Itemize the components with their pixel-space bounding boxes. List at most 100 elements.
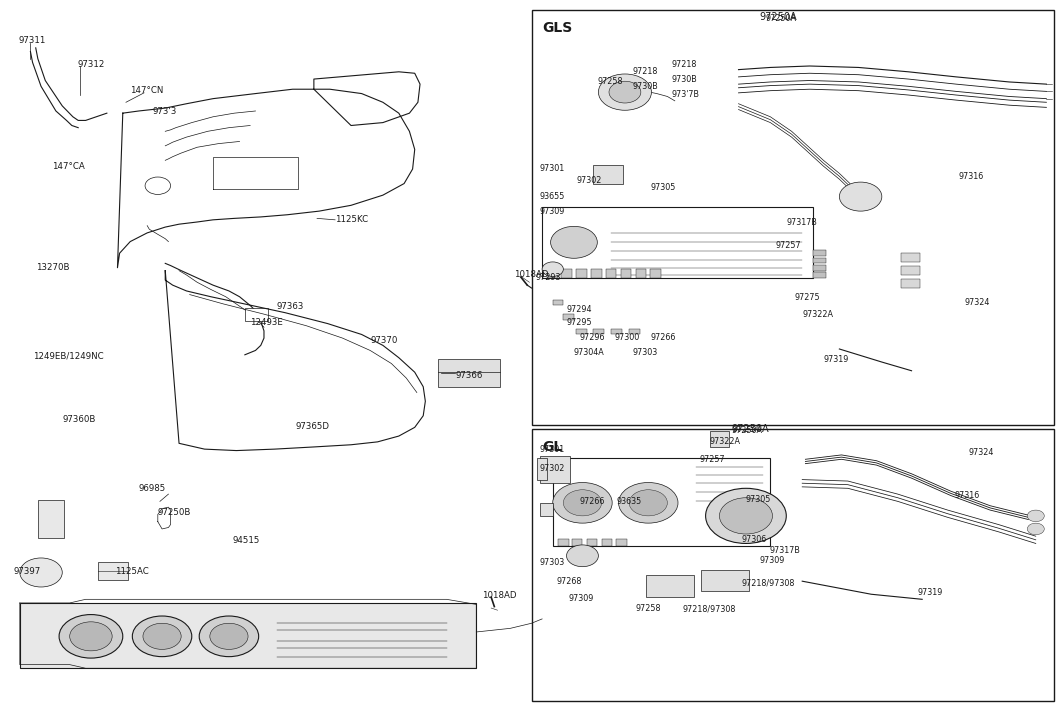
Circle shape [840, 182, 882, 211]
Bar [532, 10, 1053, 425]
Bar [593, 329, 604, 334]
Text: 97360B: 97360B [63, 415, 96, 424]
Bar [572, 539, 583, 547]
Text: 97309: 97309 [569, 594, 594, 603]
Text: 97300: 97300 [614, 333, 640, 342]
Text: 97302: 97302 [576, 176, 602, 185]
Text: 97303: 97303 [632, 348, 658, 357]
Text: 97363: 97363 [276, 302, 304, 311]
Text: 97309: 97309 [760, 556, 786, 566]
Text: 97319: 97319 [918, 587, 943, 597]
Text: 97324: 97324 [968, 448, 994, 457]
Bar [606, 269, 617, 278]
Bar [651, 269, 661, 278]
Bar [587, 539, 597, 547]
Text: 97275: 97275 [795, 293, 821, 302]
Bar [99, 561, 128, 579]
Circle shape [706, 489, 787, 544]
Text: 97397: 97397 [14, 567, 40, 577]
Text: 12493E: 12493E [250, 318, 283, 326]
Text: 1125KC: 1125KC [335, 215, 368, 225]
Circle shape [542, 262, 563, 276]
Text: 97304A: 97304A [574, 348, 605, 357]
Text: 97306: 97306 [742, 534, 766, 544]
Circle shape [563, 490, 602, 516]
Text: 147°CN: 147°CN [130, 87, 164, 95]
Bar [702, 569, 749, 591]
Bar [813, 272, 826, 278]
Text: 13270B: 13270B [36, 263, 69, 272]
Text: 973'3: 973'3 [152, 107, 176, 116]
Text: 97257: 97257 [699, 455, 725, 464]
Bar [636, 269, 646, 278]
Text: 1018AD: 1018AD [514, 270, 549, 279]
Text: 973'7B: 973'7B [672, 90, 699, 99]
Circle shape [132, 616, 191, 656]
Bar [901, 279, 921, 288]
Text: 97293: 97293 [536, 273, 561, 282]
Text: 97322A: 97322A [803, 310, 833, 318]
Text: 97365D: 97365D [296, 422, 330, 431]
Text: 97258: 97258 [636, 604, 661, 614]
Text: 9730B: 9730B [672, 75, 697, 84]
Circle shape [142, 623, 181, 649]
Bar [563, 314, 574, 320]
Text: 97309: 97309 [540, 206, 566, 216]
Text: 97322A: 97322A [710, 437, 741, 446]
Text: 97312: 97312 [78, 60, 104, 69]
Text: 97370: 97370 [370, 336, 398, 345]
Text: 1018AD: 1018AD [482, 591, 517, 601]
Circle shape [567, 545, 598, 566]
Bar [38, 500, 65, 538]
Circle shape [553, 483, 612, 523]
Circle shape [629, 490, 668, 516]
Circle shape [145, 177, 170, 194]
Text: 97218: 97218 [672, 60, 697, 69]
Text: 97268: 97268 [557, 577, 583, 586]
Bar [602, 539, 612, 547]
Text: 1125AC: 1125AC [116, 566, 149, 576]
Bar [561, 269, 572, 278]
Circle shape [70, 622, 113, 651]
Text: 97301: 97301 [540, 164, 566, 173]
Bar [553, 300, 563, 305]
Text: 97319: 97319 [824, 355, 849, 364]
Bar [540, 456, 570, 483]
Text: 97316: 97316 [958, 172, 983, 181]
Circle shape [209, 623, 248, 649]
Bar [542, 206, 813, 278]
Bar [558, 539, 569, 547]
Circle shape [619, 483, 678, 523]
Bar [813, 257, 826, 263]
Bar [813, 265, 826, 270]
Circle shape [598, 74, 652, 111]
Bar [553, 458, 771, 547]
Text: 96985: 96985 [138, 483, 166, 493]
Text: 97366: 97366 [455, 371, 483, 379]
Circle shape [199, 616, 258, 656]
Text: 97294: 97294 [567, 305, 592, 313]
Text: 97303: 97303 [540, 558, 566, 567]
Text: 9730B: 9730B [632, 82, 658, 91]
Bar [540, 503, 553, 516]
Circle shape [720, 498, 773, 534]
Bar [617, 539, 627, 547]
Circle shape [20, 558, 63, 587]
Text: 147°CA: 147°CA [52, 161, 84, 171]
Text: 97258: 97258 [597, 78, 623, 87]
Bar [593, 166, 623, 183]
Bar [901, 266, 921, 275]
Text: 97305: 97305 [746, 495, 772, 505]
Circle shape [609, 81, 641, 103]
Bar [901, 253, 921, 262]
Text: 93655: 93655 [540, 192, 566, 201]
Text: GLS: GLS [542, 21, 572, 35]
Text: 93635: 93635 [617, 497, 642, 506]
Text: 97250A: 97250A [731, 424, 769, 434]
Text: 97257: 97257 [776, 241, 802, 250]
Circle shape [60, 614, 123, 658]
Text: 97218/97308: 97218/97308 [742, 578, 795, 587]
Circle shape [551, 226, 597, 258]
Text: 97218: 97218 [632, 67, 658, 76]
Bar [611, 329, 622, 334]
